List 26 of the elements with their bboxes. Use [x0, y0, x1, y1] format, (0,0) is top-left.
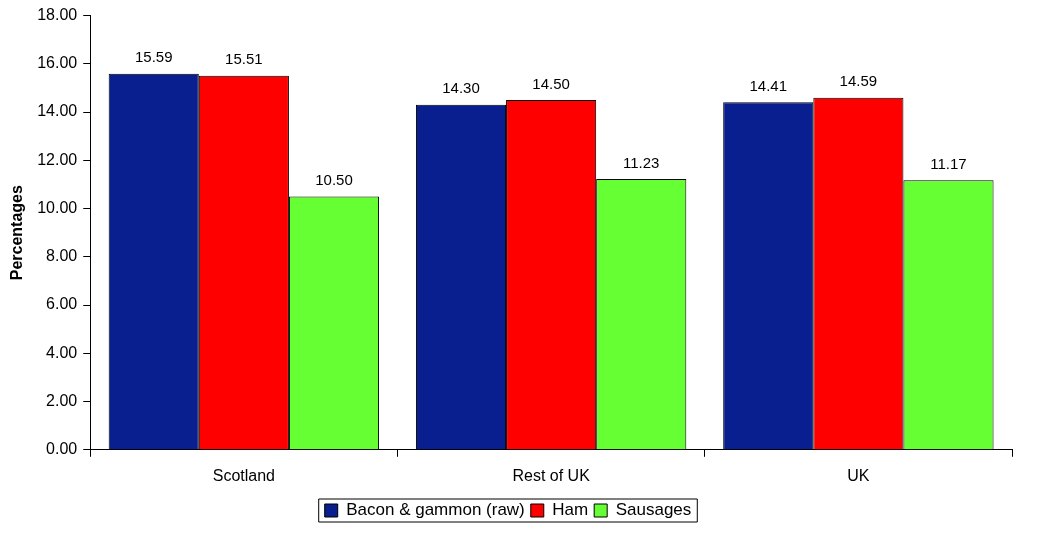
- data-label: 15.51: [225, 50, 263, 68]
- legend-label: Bacon & gammon (raw): [346, 500, 525, 520]
- data-label: 14.30: [442, 79, 480, 97]
- y-tick-label: 6.00: [46, 295, 78, 313]
- y-tick-label: 16.00: [37, 54, 78, 72]
- x-tick-label: UK: [847, 466, 870, 484]
- x-tick-label: Scotland: [212, 466, 275, 484]
- y-tick-label: 10.00: [37, 198, 78, 216]
- y-tick-label: 14.00: [37, 102, 78, 120]
- data-label: 14.50: [532, 74, 570, 92]
- y-tick-label: 12.00: [37, 150, 78, 168]
- data-label: 14.59: [839, 72, 878, 90]
- legend-label: Ham: [552, 500, 589, 520]
- x-tick-label: Rest of UK: [512, 466, 591, 484]
- y-tick-label: 4.00: [46, 343, 78, 361]
- data-label: 14.41: [749, 76, 788, 94]
- y-axis-title: Percentages: [8, 185, 26, 281]
- y-tick-label: 18.00: [37, 6, 78, 24]
- y-tick-label: 2.00: [46, 391, 78, 409]
- data-label: 15.59: [134, 48, 173, 66]
- y-tick-label: 8.00: [46, 247, 78, 265]
- data-label: 10.50: [315, 171, 353, 189]
- y-tick-label: 0.00: [46, 440, 78, 458]
- data-label: 11.23: [623, 153, 660, 171]
- data-label: 11.17: [930, 155, 967, 172]
- legend-label: Sausages: [615, 500, 692, 520]
